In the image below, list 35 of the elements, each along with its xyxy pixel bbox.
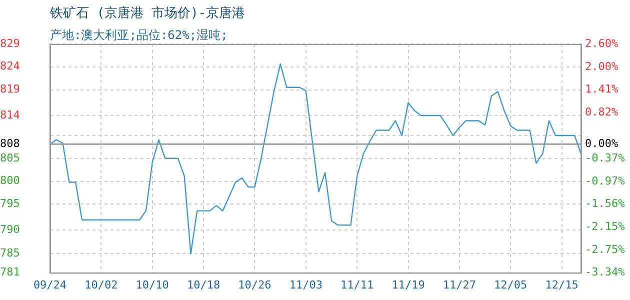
- x-tick-label: 10/10: [136, 278, 169, 292]
- chart-subtitle: 产地:澳大利亚;品位:62%;湿吨;: [50, 27, 228, 44]
- y2-tick-label: 0.00%: [585, 137, 618, 150]
- y-tick-label: 819: [0, 82, 20, 96]
- y2-tick-label: 2.00%: [585, 60, 618, 73]
- y2-tick-label: 2.60%: [585, 36, 618, 50]
- x-tick-label: 10/26: [238, 278, 272, 292]
- y-tick-label: 800: [0, 174, 20, 188]
- y-tick-label: 805: [0, 151, 20, 164]
- x-tick-label: 12/15: [545, 278, 578, 292]
- y2-tick-label: 0.82%: [585, 106, 618, 118]
- y-tick-label: 814: [0, 108, 20, 122]
- y2-tick-label: -0.97%: [585, 174, 626, 188]
- x-tick-label: 12/05: [494, 278, 528, 292]
- x-tick-label: 10/18: [186, 278, 220, 292]
- y2-tick-label: -2.15%: [585, 220, 626, 233]
- y-tick-label: 808: [0, 136, 20, 150]
- y-tick-label: 781: [0, 266, 20, 279]
- x-tick-label: 11/11: [340, 278, 374, 292]
- chart-title: 铁矿石 (京唐港 市场价)-京唐港: [50, 5, 246, 22]
- y-tick-label: 790: [0, 222, 20, 236]
- x-tick-label: 10/02: [84, 278, 118, 292]
- x-tick-label: 11/27: [442, 278, 476, 292]
- x-tick-label: 11/03: [289, 278, 322, 292]
- y2-tick-label: -1.56%: [585, 197, 626, 210]
- y-tick-label: 795: [0, 197, 20, 210]
- y2-tick-label: 1.41%: [585, 82, 618, 96]
- x-tick-label: 11/19: [392, 278, 425, 292]
- y-tick-label: 829: [0, 36, 20, 50]
- y2-tick-label: -3.34%: [585, 266, 626, 279]
- y2-tick-label: -2.75%: [585, 242, 626, 256]
- y-tick-label: 785: [0, 246, 20, 260]
- y-tick-label: 824: [0, 60, 20, 73]
- y2-tick-label: -0.37%: [585, 151, 626, 164]
- x-tick-label: 09/24: [33, 278, 67, 292]
